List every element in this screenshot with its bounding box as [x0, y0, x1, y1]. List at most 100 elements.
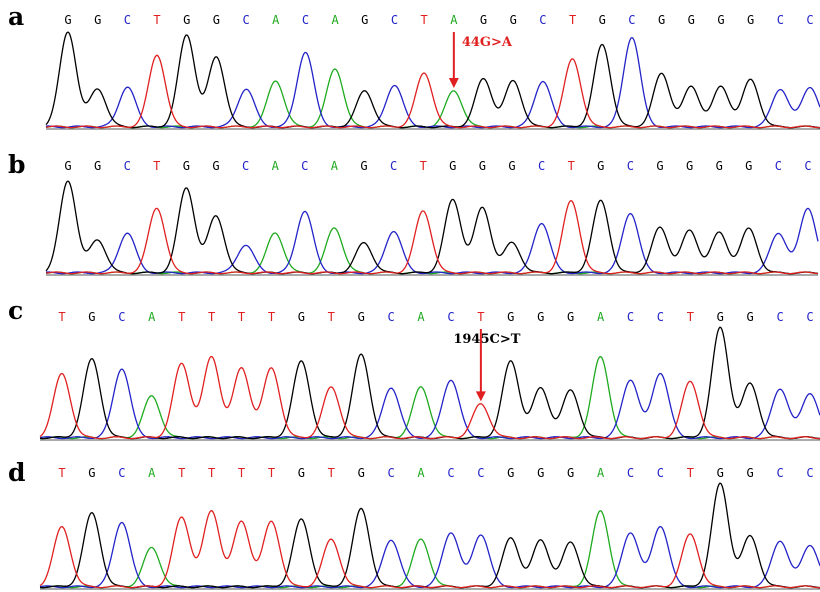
base-call: A [597, 310, 605, 324]
base-call: T [208, 466, 215, 480]
base-call: T [178, 466, 185, 480]
trace-T [39, 510, 820, 589]
trace-C [46, 36, 820, 129]
base-call: G [94, 13, 101, 27]
base-call: C [124, 13, 131, 27]
base-call: G [510, 13, 517, 27]
base-call: T [153, 159, 160, 173]
trace-C [46, 207, 819, 275]
base-call: C [628, 13, 635, 27]
base-call: T [238, 310, 245, 324]
base-call: C [124, 159, 131, 173]
panel-label: a [8, 2, 25, 31]
panel-a: a G G C T G G C A C A G C T A G G C T G C G G G G C C 44G>A [0, 0, 820, 140]
base-call: T [268, 310, 275, 324]
base-call: T [238, 466, 245, 480]
base-call: C [657, 310, 664, 324]
base-call: G [358, 310, 365, 324]
base-call: T [421, 13, 428, 27]
base-call: T [328, 466, 335, 480]
base-call: A [148, 310, 156, 324]
base-call: G [358, 466, 365, 480]
base-call: G [298, 466, 305, 480]
base-call: G [298, 310, 305, 324]
base-call: C [657, 466, 664, 480]
trace-T [39, 355, 820, 440]
base-call: C [118, 466, 125, 480]
base-call: G [183, 13, 190, 27]
base-call: C [806, 466, 813, 480]
base-call: G [537, 310, 544, 324]
base-call: G [717, 13, 724, 27]
base-call: C [777, 13, 784, 27]
base-call: A [331, 159, 339, 173]
mutation-label: 1945C>T [453, 332, 520, 347]
trace-A [45, 227, 818, 275]
base-call: C [806, 310, 813, 324]
base-call: T [58, 466, 65, 480]
base-call: G [479, 159, 486, 173]
trace-C [39, 521, 820, 589]
base-call: G [717, 466, 724, 480]
base-call: A [332, 13, 340, 27]
base-call: G [597, 159, 604, 173]
base-call: G [717, 310, 724, 324]
base-call: C [804, 159, 811, 173]
base-call: T [569, 13, 576, 27]
base-call: C [477, 466, 484, 480]
base-call: G [88, 310, 95, 324]
base-call: A [417, 310, 425, 324]
base-call: T [153, 13, 160, 27]
trace-T [45, 54, 820, 129]
trace-T [45, 199, 819, 275]
trace-G [45, 180, 819, 275]
base-call: A [417, 466, 425, 480]
base-call: G [658, 13, 665, 27]
base-call: G [688, 13, 695, 27]
base-call: G [716, 159, 723, 173]
base-call: C [242, 13, 249, 27]
base-call: G [94, 159, 101, 173]
base-call: T [687, 310, 694, 324]
base-call: A [272, 13, 280, 27]
base-call: C [447, 310, 454, 324]
chromatogram-c: T G C A T T T T G T G C A C T G G G A C C T G G C C 1945C>T [39, 310, 820, 441]
base-call: C [302, 13, 309, 27]
base-call: C [391, 13, 398, 27]
mutation-arrowhead [475, 391, 486, 402]
base-call: G [183, 159, 190, 173]
base-call: G [449, 159, 456, 173]
base-call: T [568, 159, 575, 173]
panel-label: d [8, 458, 26, 487]
panel-label: c [8, 296, 24, 325]
base-call: T [420, 159, 427, 173]
base-call: C [390, 159, 397, 173]
base-call: G [88, 466, 95, 480]
base-call: G [480, 13, 487, 27]
base-call: G [686, 159, 693, 173]
base-call: G [745, 159, 752, 173]
base-call: C [447, 466, 454, 480]
base-call: G [567, 310, 574, 324]
panel-c: c T G C A T T T T G T G C A C T G G G A C C T G G C C 1945C>T [0, 288, 820, 444]
base-call: C [806, 13, 813, 27]
base-call: G [537, 466, 544, 480]
base-call: T [268, 466, 275, 480]
base-call: T [328, 310, 335, 324]
base-call: C [627, 159, 634, 173]
base-call: G [508, 159, 515, 173]
trace-G [45, 31, 820, 129]
base-call: C [775, 159, 782, 173]
base-call: T [58, 310, 65, 324]
base-call: G [599, 13, 606, 27]
mutation-label: 44G>A [462, 35, 513, 50]
base-call: T [687, 466, 694, 480]
base-call: C [118, 310, 125, 324]
base-call: G [360, 159, 367, 173]
base-call: G [212, 159, 219, 173]
base-call: T [477, 310, 484, 324]
base-call: C [242, 159, 249, 173]
